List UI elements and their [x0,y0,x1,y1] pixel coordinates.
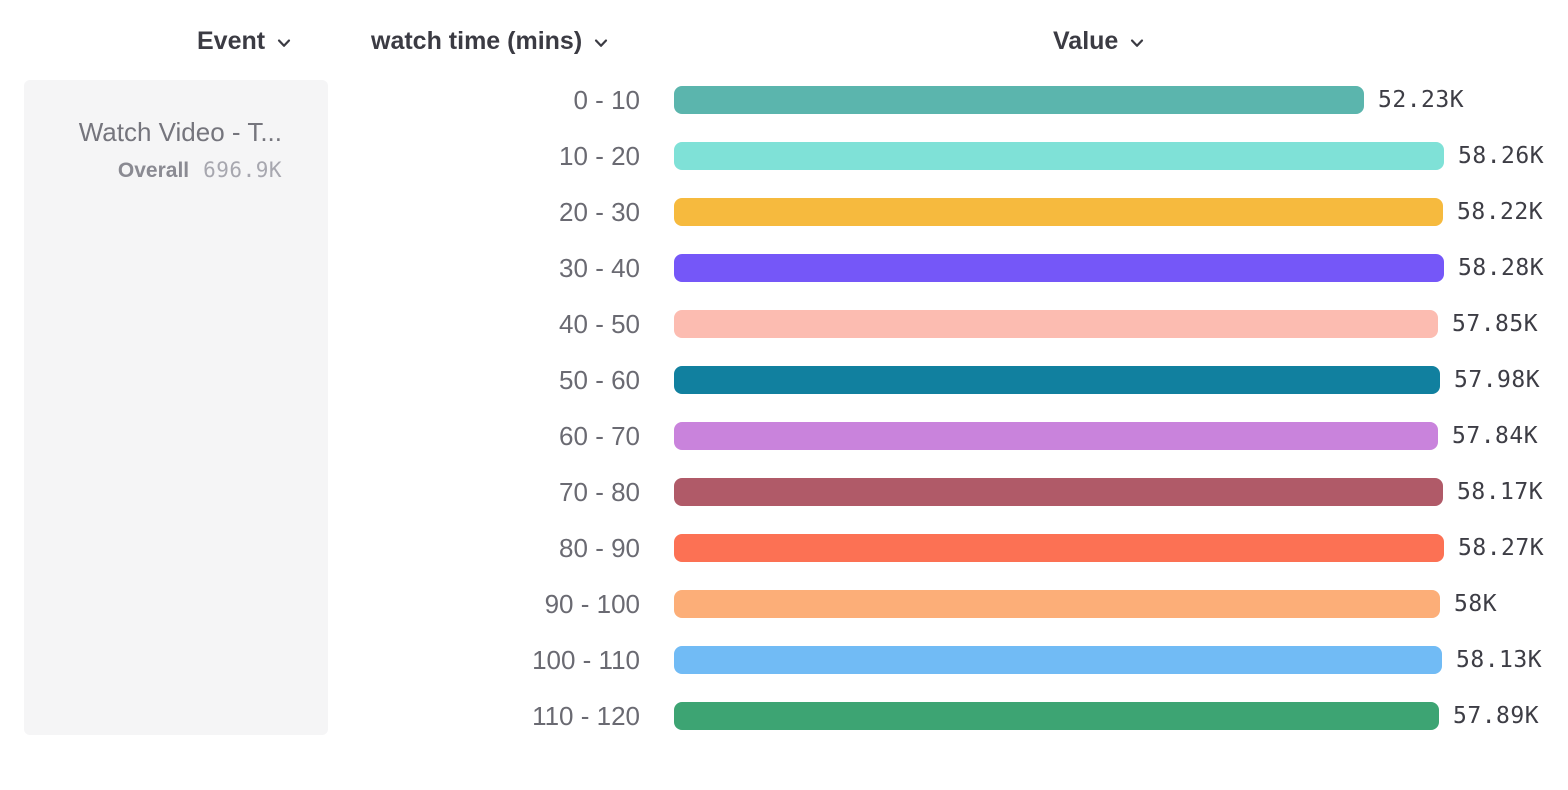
category-label: 20 - 30 [559,196,640,227]
bar-90-100[interactable] [674,590,1440,618]
category-label: 80 - 90 [559,532,640,563]
bar-50-60[interactable] [674,366,1440,394]
bar-0-10[interactable] [674,86,1364,114]
overall-value: 696.9K [203,157,282,182]
breakdown-column-header[interactable]: watch time (mins) [371,27,609,56]
chart-row: 30 - 40 58.28K [0,240,1568,296]
bar-chart: 0 - 10 52.23K 10 - 20 58.26K 20 - 30 58.22K 30… [0,72,1568,744]
value-label: 57.85K [1452,311,1539,337]
value-label: 58.28K [1458,255,1545,281]
chart-row: 100 - 110 58.13K [0,632,1568,688]
bar-110-120[interactable] [674,702,1439,730]
category-label: 40 - 50 [559,308,640,339]
bar-20-30[interactable] [674,198,1443,226]
value-label: 58.27K [1458,535,1545,561]
category-label: 90 - 100 [544,588,640,619]
value-column-header[interactable]: Value [1053,27,1145,56]
value-label: 58K [1454,591,1498,617]
chart-row: 70 - 80 58.17K [0,464,1568,520]
bar-80-90[interactable] [674,534,1444,562]
event-column-label: Event [197,27,266,55]
chart-row: 80 - 90 58.27K [0,520,1568,576]
chevron-down-icon [593,35,609,51]
bar-30-40[interactable] [674,254,1444,282]
chart-row: 50 - 60 57.98K [0,352,1568,408]
category-label: 70 - 80 [559,476,640,507]
category-label: 100 - 110 [532,644,640,675]
chart-row: 20 - 30 58.22K [0,184,1568,240]
category-label: 10 - 20 [559,140,640,171]
category-label: 0 - 10 [573,84,641,115]
category-label: 60 - 70 [559,420,640,451]
bar-60-70[interactable] [674,422,1438,450]
bar-10-20[interactable] [674,142,1444,170]
chevron-down-icon [1129,35,1145,51]
chart-row: 10 - 20 58.26K [0,128,1568,184]
bar-100-110[interactable] [674,646,1442,674]
chart-row: 110 - 120 57.89K [0,688,1568,744]
category-label: 110 - 120 [532,700,640,731]
category-label: 30 - 40 [559,252,640,283]
value-label: 52.23K [1378,87,1465,113]
value-label: 58.17K [1457,479,1544,505]
overall-label: Overall [117,158,190,182]
event-column-header[interactable]: Event [197,27,292,56]
chart-row: 0 - 10 52.23K [0,72,1568,128]
legend-overall-row: Overall 696.9K [24,158,282,183]
chart-row: 60 - 70 57.84K [0,408,1568,464]
value-column-label: Value [1053,27,1119,55]
value-label: 57.84K [1452,423,1539,449]
breakdown-column-label: watch time (mins) [371,27,583,55]
value-label: 58.22K [1457,199,1544,225]
legend-event-name[interactable]: Watch Video - T... [78,117,282,147]
value-label: 57.98K [1454,367,1541,393]
bar-70-80[interactable] [674,478,1443,506]
legend-panel: Watch Video - T... Overall 696.9K [24,80,328,735]
chevron-down-icon [276,35,292,51]
value-label: 57.89K [1453,703,1540,729]
value-label: 58.26K [1458,143,1545,169]
category-label: 50 - 60 [559,364,640,395]
bar-40-50[interactable] [674,310,1438,338]
value-label: 58.13K [1456,647,1543,673]
chart-row: 40 - 50 57.85K [0,296,1568,352]
chart-row: 90 - 100 58K [0,576,1568,632]
